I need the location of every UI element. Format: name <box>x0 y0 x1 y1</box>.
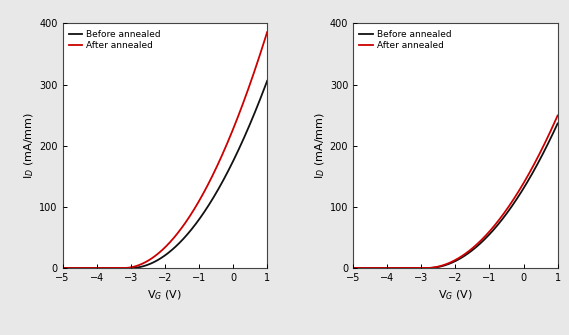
After annealed <box>189 209 196 213</box>
After annealed <box>236 113 242 117</box>
Before annealed <box>183 233 190 237</box>
After annealed <box>362 266 369 270</box>
Before annealed <box>468 249 475 253</box>
Before annealed <box>72 266 79 270</box>
After annealed <box>72 266 79 270</box>
After annealed <box>474 242 481 246</box>
Line: After annealed: After annealed <box>63 32 267 268</box>
Legend: Before annealed, After annealed: Before annealed, After annealed <box>357 28 453 52</box>
Before annealed <box>349 266 356 270</box>
Line: Before annealed: Before annealed <box>63 81 267 268</box>
After annealed <box>554 114 561 118</box>
Before annealed <box>178 239 185 243</box>
Before annealed <box>264 79 271 83</box>
After annealed <box>264 30 271 34</box>
After annealed <box>505 205 512 209</box>
Line: Before annealed: Before annealed <box>353 124 558 268</box>
Y-axis label: I$_{D}$ (mA/mm): I$_{D}$ (mA/mm) <box>23 112 36 179</box>
After annealed <box>59 266 66 270</box>
Before annealed <box>59 266 66 270</box>
Before annealed <box>236 147 242 151</box>
Before annealed <box>189 225 196 229</box>
Legend: Before annealed, After annealed: Before annealed, After annealed <box>67 28 163 52</box>
Before annealed <box>215 188 221 192</box>
Before annealed <box>474 244 481 248</box>
After annealed <box>468 247 475 251</box>
After annealed <box>526 171 533 175</box>
After annealed <box>349 266 356 270</box>
After annealed <box>480 236 487 240</box>
X-axis label: V$_{G}$ (V): V$_{G}$ (V) <box>438 288 473 302</box>
After annealed <box>178 226 185 230</box>
Before annealed <box>480 239 487 243</box>
After annealed <box>215 163 221 167</box>
Before annealed <box>554 122 561 126</box>
Line: After annealed: After annealed <box>353 116 558 268</box>
X-axis label: V$_{G}$ (V): V$_{G}$ (V) <box>147 288 182 302</box>
After annealed <box>183 219 190 223</box>
Before annealed <box>505 209 512 213</box>
Y-axis label: I$_{D}$ (mA/mm): I$_{D}$ (mA/mm) <box>314 112 327 179</box>
Before annealed <box>526 177 533 181</box>
Before annealed <box>362 266 369 270</box>
